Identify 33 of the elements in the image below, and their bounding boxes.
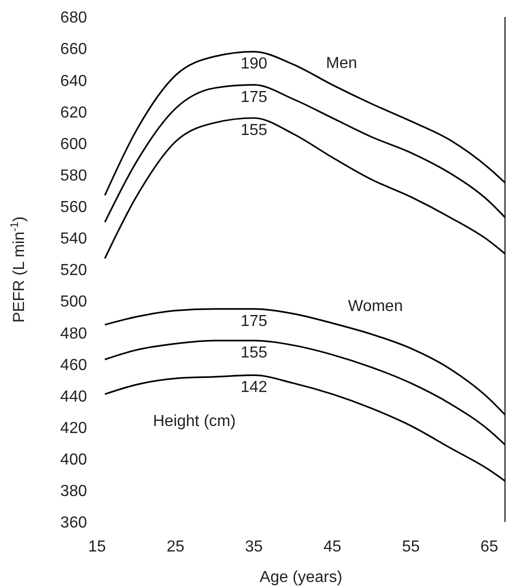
y-tick-label: 540 [60,230,88,248]
annotation: Height (cm) [153,413,236,431]
annotation: Men [326,55,358,73]
y-tick-label: 420 [60,420,88,437]
y-tick-label: 480 [60,325,88,342]
series-label: 190 [240,56,268,73]
y-tick-label: 560 [60,199,88,216]
annotation: Women [348,298,403,316]
series-label: 175 [240,88,268,106]
y-tick-label: 380 [60,483,88,500]
y-tick-label: 500 [60,294,88,311]
y-tick-label: 600 [60,136,88,153]
series-label: 175 [240,312,268,330]
y-tick-label: 400 [60,452,88,469]
y-tick-label: 580 [60,167,88,184]
y-tick-label: 520 [60,262,88,280]
x-axis-title: Age (years) [260,569,342,586]
x-tick-label: 65 [480,538,498,556]
y-tick-label: 460 [60,356,88,374]
y-tick-label: 620 [60,104,88,122]
x-tick-label: 35 [245,538,263,556]
y-tick-label: 360 [60,514,88,532]
y-tick-label: 640 [60,72,88,90]
y-tick-label: 680 [60,10,88,27]
x-tick-label: 55 [402,538,420,556]
series-label: 155 [240,344,268,362]
y-tick-label: 660 [60,41,88,58]
x-tick-label: 15 [88,538,106,556]
x-tick-label: 25 [166,538,184,556]
series-label: 155 [240,122,268,139]
x-tick-label: 45 [323,538,342,556]
series-label: 142 [240,379,268,396]
y-tick-label: 440 [60,388,88,406]
